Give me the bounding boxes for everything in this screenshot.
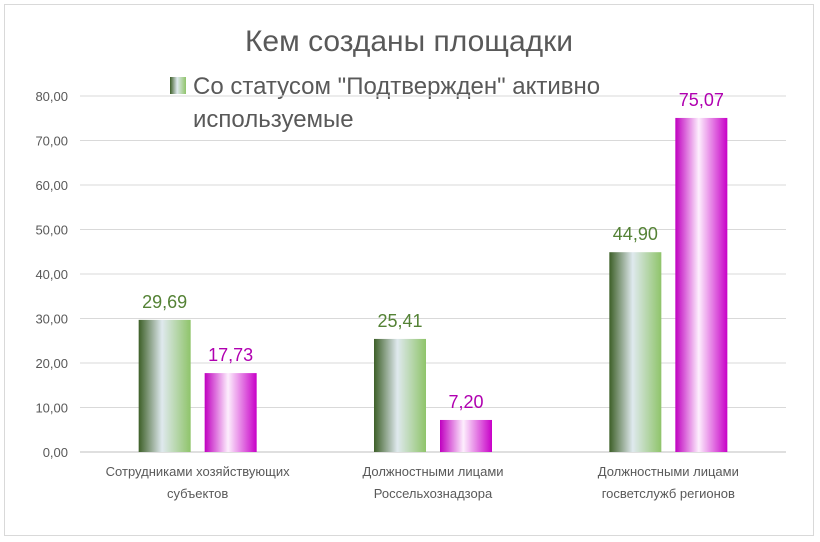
legend-label-line-2: используемые (193, 106, 354, 133)
y-tick-label: 50,00 (35, 223, 68, 238)
gridlines (80, 95, 786, 453)
bar-series-1-2 (374, 338, 426, 452)
data-label: 75,07 (679, 90, 724, 110)
y-tick-label: 40,00 (35, 267, 68, 282)
category-label: Сотрудниками хозяйствующих (106, 464, 290, 479)
chart-title: Кем созданы площадки (245, 25, 573, 58)
y-tick-label: 0,00 (43, 445, 68, 460)
category-label: субъектов (167, 486, 228, 501)
y-tick-label: 30,00 (35, 312, 68, 327)
bar-series-2-2 (440, 419, 492, 452)
data-label: 7,20 (448, 392, 483, 412)
data-label: 25,41 (377, 311, 422, 331)
data-label: 44,90 (613, 224, 658, 244)
y-axis: 0,00 10,00 20,00 30,00 40,00 50,00 60,00 70,00 8… (35, 89, 68, 460)
bar-series-2-3 (675, 117, 728, 452)
y-tick-label: 10,00 (35, 401, 68, 416)
bar-series-2-1 (204, 373, 257, 452)
y-tick-label: 70,00 (35, 134, 68, 149)
data-labels: 29,69 17,73 25,41 7,20 44,90 75,07 (142, 90, 724, 412)
legend-swatch (170, 77, 186, 94)
bar-series-1-1 (138, 319, 191, 452)
y-tick-label: 20,00 (35, 356, 68, 371)
category-label: Должностными лицами (598, 464, 739, 479)
category-label: госветслужб регионов (602, 486, 735, 501)
bars (138, 117, 728, 452)
y-tick-label: 60,00 (35, 178, 68, 193)
data-label: 29,69 (142, 292, 187, 312)
x-axis: Сотрудниками хозяйствующих субъектов Должн… (106, 464, 739, 501)
data-label: 17,73 (208, 345, 253, 365)
bar-series-1-3 (609, 252, 662, 452)
y-tick-label: 80,00 (35, 89, 68, 104)
category-label: Россельхознадзора (374, 486, 493, 501)
category-label: Должностными лицами (362, 464, 503, 479)
